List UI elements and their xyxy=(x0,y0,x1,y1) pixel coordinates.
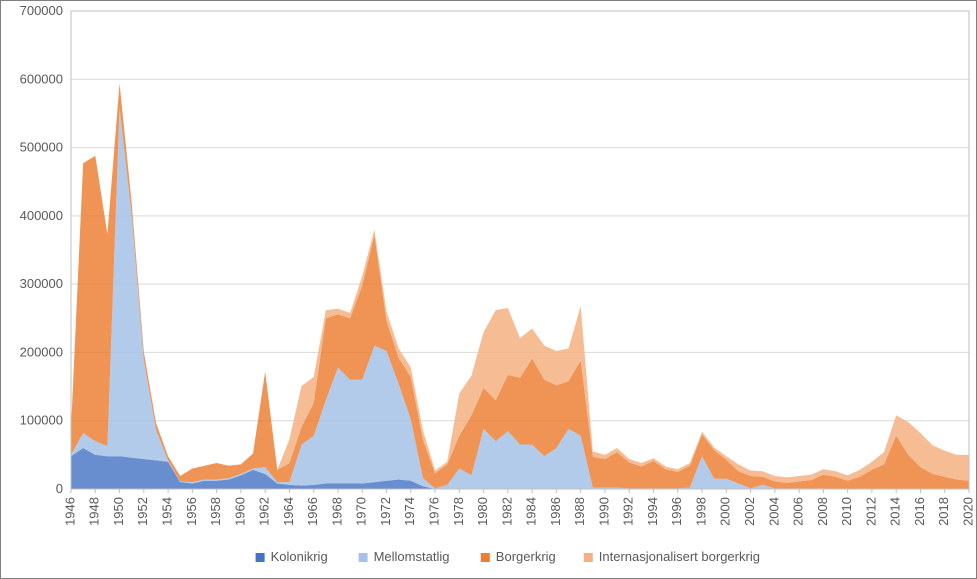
x-tick-label: 2004 xyxy=(766,497,781,526)
x-tick-label: 1952 xyxy=(135,497,150,526)
x-tick-label: 1962 xyxy=(257,497,272,526)
x-tick-label: 2010 xyxy=(839,497,854,526)
y-tick-label: 400000 xyxy=(20,208,63,223)
x-tick-label: 1974 xyxy=(402,497,417,526)
x-tick-label: 2018 xyxy=(936,497,951,526)
x-tick-label: 1998 xyxy=(693,497,708,526)
x-tick-label: 1982 xyxy=(499,497,514,526)
x-tick-label: 1992 xyxy=(621,497,636,526)
x-tick-label: 1950 xyxy=(111,497,126,526)
x-tick-label: 2000 xyxy=(718,497,733,526)
legend-label: Mellomstatlig xyxy=(374,549,450,564)
y-tick-label: 100000 xyxy=(20,413,63,428)
x-tick-label: 2006 xyxy=(791,497,806,526)
x-tick-label: 1976 xyxy=(426,497,441,526)
y-tick-label: 200000 xyxy=(20,344,63,359)
legend-label: Internasjonalisert borgerkrig xyxy=(599,549,760,564)
x-tick-label: 1980 xyxy=(475,497,490,526)
x-tick-label: 1994 xyxy=(645,497,660,526)
x-tick-label: 2016 xyxy=(912,497,927,526)
x-tick-label: 2002 xyxy=(742,497,757,526)
x-tick-label: 1960 xyxy=(232,497,247,526)
y-tick-label: 300000 xyxy=(20,276,63,291)
x-tick-label: 1970 xyxy=(354,497,369,526)
y-tick-label: 500000 xyxy=(20,140,63,155)
x-tick-label: 1958 xyxy=(208,497,223,526)
y-tick-label: 600000 xyxy=(20,71,63,86)
x-tick-label: 2008 xyxy=(815,497,830,526)
chart-frame: 0 100000 200000 300000 400000 500000 600000 700… xyxy=(0,0,977,579)
x-tick-label: 1966 xyxy=(305,497,320,526)
x-tick-label: 1996 xyxy=(669,497,684,526)
stacked-area-chart: 0 100000 200000 300000 400000 500000 600000 700… xyxy=(1,1,976,578)
legend-label: Borgerkrig xyxy=(496,549,556,564)
x-tick-label: 2020 xyxy=(960,497,975,526)
x-tick-label: 1972 xyxy=(378,497,393,526)
x-tick-label: 1946 xyxy=(62,497,77,526)
legend-label: Kolonikrig xyxy=(271,549,328,564)
legend-swatch xyxy=(481,553,490,562)
x-tick-label: 1986 xyxy=(548,497,563,526)
x-tick-label: 1968 xyxy=(329,497,344,526)
x-tick-label: 1964 xyxy=(281,497,296,526)
x-tick-label: 1978 xyxy=(451,497,466,526)
x-tick-label: 1988 xyxy=(572,497,587,526)
x-tick-label: 1948 xyxy=(87,497,102,526)
y-tick-label: 700000 xyxy=(20,3,63,18)
y-tick-label: 0 xyxy=(56,481,63,496)
legend-swatch xyxy=(359,553,368,562)
x-tick-label: 1990 xyxy=(596,497,611,526)
x-tick-label: 1954 xyxy=(160,497,175,526)
x-tick-label: 2012 xyxy=(863,497,878,526)
x-tick-label: 2014 xyxy=(888,497,903,526)
x-tick-label: 1984 xyxy=(524,497,539,526)
legend-swatch xyxy=(584,553,593,562)
x-tick-label: 1956 xyxy=(184,497,199,526)
legend-swatch xyxy=(256,553,265,562)
